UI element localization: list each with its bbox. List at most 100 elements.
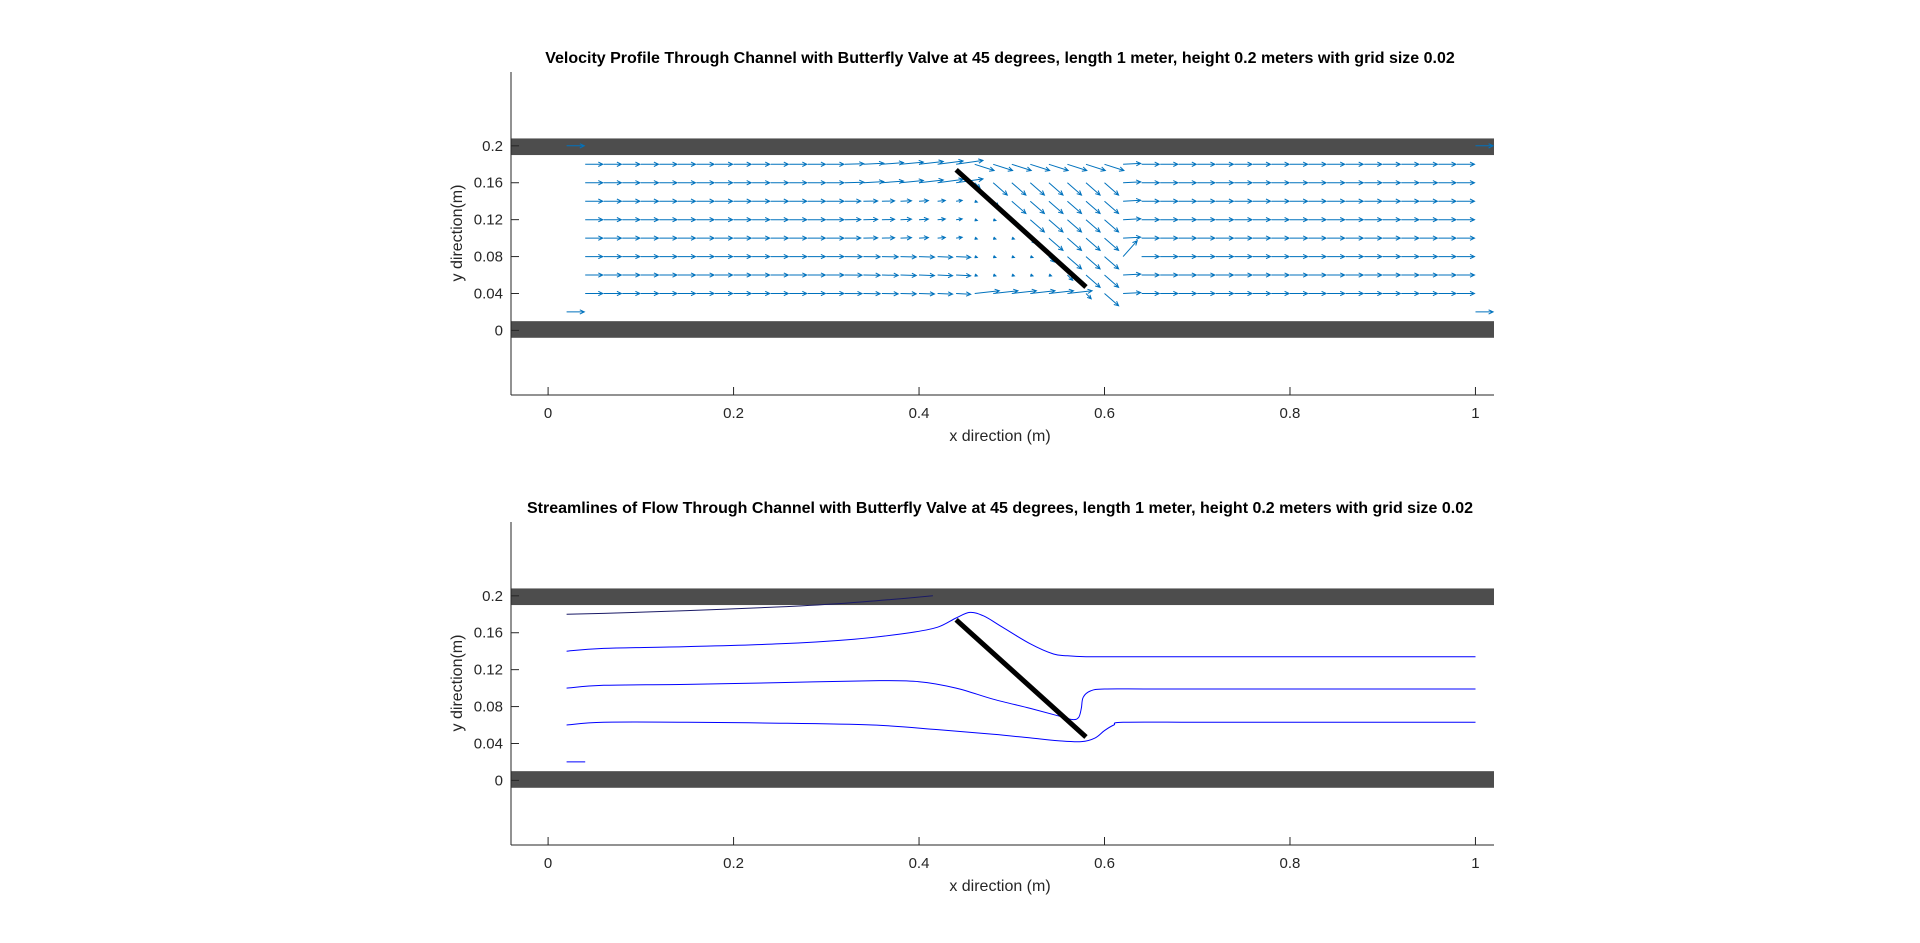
velocity-arrow [863, 198, 879, 204]
velocity-arrow [863, 254, 882, 260]
velocity-arrow [1290, 217, 1309, 223]
velocity-arrow [863, 291, 882, 297]
velocity-arrow [789, 235, 808, 241]
velocity-arrow [992, 182, 1009, 196]
velocity-arrow [770, 198, 790, 204]
velocity-arrow [1178, 290, 1198, 297]
velocity-arrow [677, 235, 697, 241]
velocity-arrow [1048, 200, 1064, 215]
velocity-arrow [881, 178, 905, 185]
velocity-arrow [640, 235, 660, 241]
velocity-arrow [1141, 272, 1161, 278]
velocity-arrow [733, 253, 753, 260]
velocity-arrow [1252, 180, 1272, 186]
velocity-arrow [1456, 217, 1476, 223]
velocity-arrow [1029, 219, 1046, 233]
velocity-arrow [1197, 253, 1217, 260]
velocity-arrow [826, 198, 846, 204]
velocity-arrow [1104, 274, 1120, 289]
velocity-arrow [807, 198, 827, 204]
velocity-arrow [1123, 197, 1142, 204]
velocity-arrow [844, 179, 865, 185]
velocity-arrow [1271, 253, 1291, 260]
butterfly-valve [954, 167, 1088, 289]
velocity-arrow [752, 161, 771, 167]
velocity-arrow [1252, 217, 1272, 223]
velocity-arrow [1085, 200, 1101, 215]
velocity-arrow [881, 160, 905, 166]
plot-area: 0 0.2 0.4 0.6 0.8 1 0 0.04 0.08 0.12 0.16 0.2 [474, 522, 1494, 872]
velocity-arrow [659, 180, 679, 186]
velocity-arrow [1215, 161, 1235, 167]
channel-wall [511, 138, 1494, 156]
velocity-arrow [993, 255, 998, 259]
velocity-arrow [1252, 290, 1272, 297]
plot-area: 0 0.2 0.4 0.6 0.8 1 0 0.04 0.08 0.12 0.16 0.2 [474, 72, 1495, 422]
velocity-arrow [956, 217, 964, 222]
x-tick-label: 0.8 [1280, 855, 1301, 872]
velocity-arrow [881, 254, 900, 260]
velocity-arrow [640, 217, 660, 223]
velocity-arrow [1048, 163, 1070, 172]
velocity-arrow [1382, 161, 1402, 167]
velocity-arrow [1290, 198, 1309, 204]
velocity-arrow [1178, 217, 1198, 223]
velocity-arrow [1067, 182, 1083, 196]
velocity-arrow [1308, 161, 1328, 167]
y-tick-label: 0.08 [474, 699, 503, 716]
velocity-arrow [1290, 180, 1309, 186]
velocity-arrow [993, 288, 1020, 294]
velocity-arrow [603, 272, 623, 278]
velocity-arrow [1475, 309, 1495, 315]
velocity-arrow [752, 253, 771, 260]
velocity-arrow [733, 235, 753, 241]
velocity-arrow [1364, 235, 1383, 241]
velocity-arrow [1123, 216, 1142, 222]
x-tick-label: 1 [1471, 405, 1479, 422]
velocity-arrow [640, 253, 660, 260]
velocity-arrow [733, 290, 753, 297]
velocity-arrow [1160, 217, 1179, 223]
velocity-arrow [1419, 180, 1439, 186]
y-tick-label: 0.04 [474, 285, 503, 302]
butterfly-valve [954, 617, 1088, 739]
velocity-arrow [603, 290, 623, 297]
velocity-arrow [659, 198, 679, 204]
velocity-arrow [863, 216, 879, 223]
velocity-arrow [1141, 161, 1161, 167]
velocity-arrow [770, 161, 790, 167]
velocity-arrow [956, 158, 985, 165]
velocity-arrow [956, 254, 972, 260]
velocity-arrow [863, 272, 882, 278]
velocity-arrow [1178, 161, 1198, 167]
streamlines-panel: Streamlines of Flow Through Channel with… [449, 500, 1494, 895]
velocity-arrow [900, 291, 918, 297]
velocity-arrow [1271, 161, 1291, 167]
velocity-arrow [1160, 161, 1179, 167]
velocity-arrow [937, 272, 954, 279]
velocity-arrow [603, 217, 623, 223]
velocity-arrow [1438, 198, 1458, 204]
velocity-arrow [1456, 180, 1476, 186]
streamline [566, 595, 933, 615]
x-tick-label: 0.6 [1094, 855, 1115, 872]
velocity-arrow [789, 272, 808, 278]
y-tick-label: 0.16 [474, 625, 503, 642]
velocity-arrow [900, 198, 913, 204]
y-tick-label: 0.12 [474, 212, 503, 229]
velocity-arrow [1438, 253, 1458, 260]
velocity-arrow [807, 217, 827, 223]
velocity-arrow [1271, 217, 1291, 223]
velocity-arrow [1011, 288, 1038, 294]
velocity-arrow [696, 253, 716, 260]
streamline [566, 721, 1476, 743]
velocity-arrow [918, 272, 936, 279]
y-axis-label: y direction(m) [449, 635, 466, 732]
velocity-arrow [937, 217, 947, 222]
velocity-arrow [677, 198, 697, 204]
velocity-arrow [844, 235, 862, 241]
velocity-arrow [1252, 272, 1272, 278]
velocity-arrow [1067, 256, 1083, 270]
streamline [566, 611, 1476, 658]
velocity-arrow [1160, 235, 1179, 241]
